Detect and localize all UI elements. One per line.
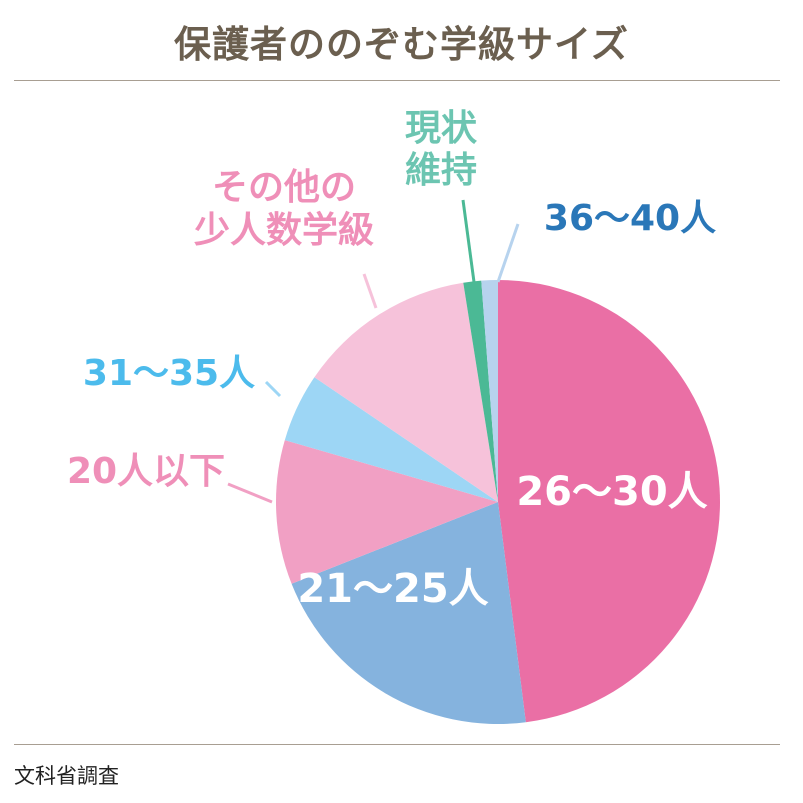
leader-line-3: [264, 380, 282, 398]
leader-line-6: [496, 223, 520, 283]
footer-divider: [14, 744, 780, 745]
pie-slice-0: [498, 280, 721, 723]
chart-title: 保護者ののぞむ学級サイズ: [174, 23, 629, 66]
pie-slice-4: [314, 282, 498, 502]
slice-label-6: 36〜40人: [544, 198, 716, 239]
leader-line-4: [362, 273, 378, 309]
leader-lines: [227, 199, 520, 504]
title-divider: [14, 80, 780, 81]
slice-label-4-line-0: その他の: [212, 167, 356, 208]
pie-slice-5: [463, 280, 498, 502]
slice-label-2: 20人以下: [67, 451, 225, 492]
pie-slice-6: [481, 280, 498, 502]
slice-label-4-line-1: 少人数学級: [194, 209, 374, 251]
pie-slice-1: [291, 502, 526, 724]
slice-label-0: 26〜30人: [516, 469, 707, 515]
slice-label-3: 31〜35人: [83, 353, 255, 394]
pie-slices: [276, 280, 721, 724]
leader-line-2: [227, 482, 273, 504]
slice-label-5-line-1: 維持: [405, 150, 477, 191]
pie-slice-2: [276, 440, 498, 584]
slice-label-1: 21〜25人: [297, 566, 488, 612]
leader-line-5: [461, 199, 476, 283]
pie-slice-3: [284, 377, 498, 502]
slice-label-5-line-0: 現状: [405, 108, 478, 149]
source-note: 文科省調査: [14, 764, 119, 788]
